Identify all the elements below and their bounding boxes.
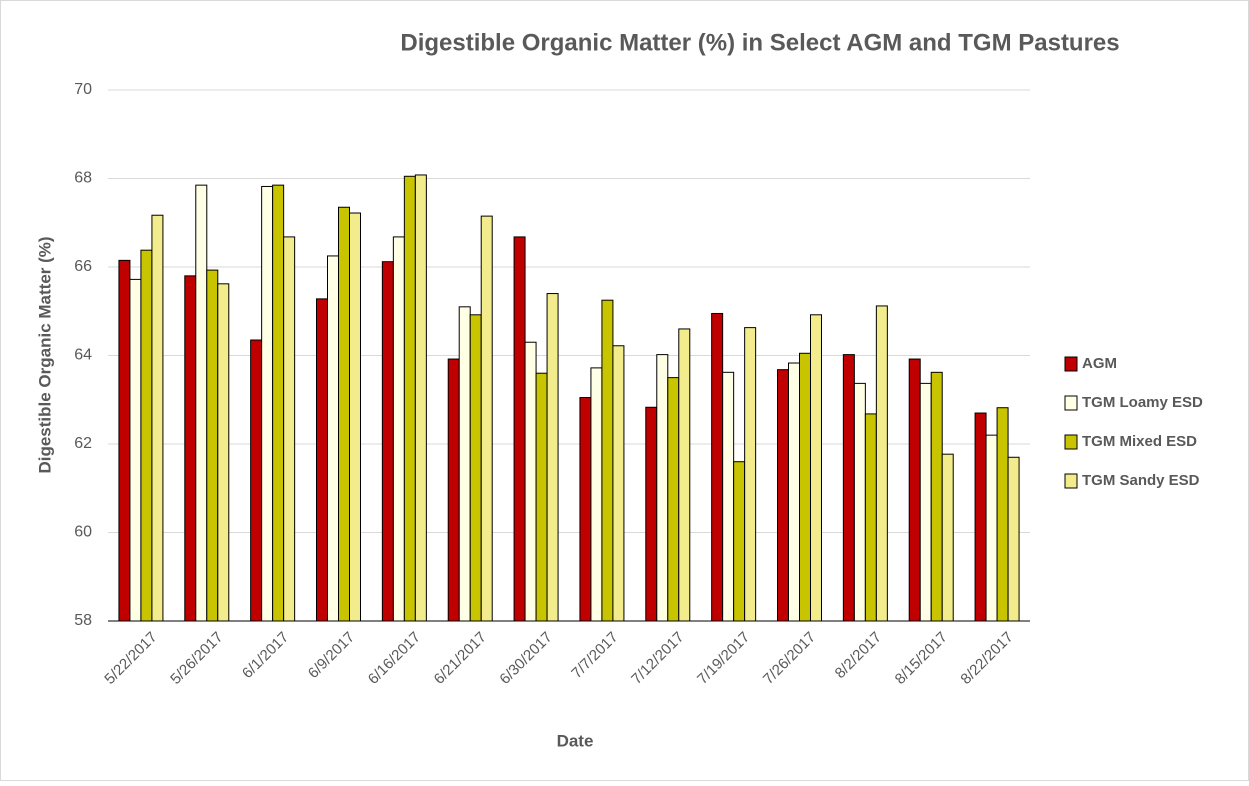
bar <box>601 299 614 622</box>
bar <box>667 377 680 622</box>
legend-swatch <box>1064 434 1078 450</box>
bar <box>612 345 625 622</box>
bar <box>151 214 164 622</box>
bar <box>316 298 328 622</box>
y-tick-label: 68 <box>74 170 92 187</box>
bar <box>349 212 361 622</box>
legend-label: TGM Sandy ESD <box>1082 472 1200 489</box>
bar <box>392 236 405 622</box>
bar <box>974 412 987 622</box>
bar <box>129 278 142 622</box>
bar <box>283 236 296 622</box>
bar <box>206 269 219 622</box>
bar <box>722 371 735 622</box>
bar <box>853 382 866 622</box>
bar <box>810 314 822 622</box>
bar <box>996 407 1009 622</box>
bar <box>799 352 811 622</box>
bar <box>480 215 493 622</box>
bar <box>842 354 855 622</box>
bar <box>788 362 800 622</box>
bar <box>875 305 888 622</box>
bar <box>908 358 921 622</box>
bar <box>733 461 746 622</box>
bar <box>546 293 559 622</box>
bar <box>656 354 669 622</box>
bar <box>381 261 394 622</box>
bar <box>250 339 263 622</box>
y-tick-label: 64 <box>74 347 92 364</box>
y-tick-label: 66 <box>74 258 92 275</box>
bar <box>458 306 471 622</box>
bar <box>864 413 877 622</box>
x-axis-label: Date <box>557 731 594 750</box>
bar <box>985 434 998 622</box>
bar <box>469 314 482 622</box>
bar <box>140 249 153 622</box>
bar <box>535 372 548 622</box>
bar <box>524 341 537 622</box>
bar <box>678 328 691 622</box>
y-tick-label: 58 <box>74 612 92 629</box>
bar <box>711 312 724 622</box>
bar <box>930 371 943 622</box>
bar <box>777 369 789 622</box>
bar <box>447 358 460 622</box>
y-tick-label: 62 <box>74 435 92 452</box>
y-tick-label: 70 <box>74 81 92 98</box>
y-axis-label: Digestible Organic Matter (%) <box>35 236 54 473</box>
chart-title: Digestible Organic Matter (%) in Select … <box>400 29 1119 56</box>
bar <box>414 174 427 622</box>
bar <box>579 397 592 622</box>
legend-label: AGM <box>1082 355 1117 372</box>
bar <box>513 236 526 622</box>
y-tick-label: 60 <box>74 524 92 541</box>
bar <box>217 283 230 622</box>
bar <box>590 367 603 622</box>
bar <box>184 275 197 622</box>
bar <box>338 206 350 622</box>
legend-swatch <box>1064 395 1078 411</box>
bar <box>941 453 954 622</box>
legend-swatch <box>1064 473 1078 489</box>
bar <box>195 184 208 622</box>
legend-label: TGM Mixed ESD <box>1082 433 1197 450</box>
bar <box>403 175 416 622</box>
bar <box>645 406 658 622</box>
bar <box>327 255 339 622</box>
bar <box>118 259 131 622</box>
bar <box>744 327 757 622</box>
bar <box>1007 456 1020 622</box>
legend-swatch <box>1064 356 1078 372</box>
bar <box>261 185 274 622</box>
bar <box>272 184 285 622</box>
legend-label: TGM Loamy ESD <box>1082 394 1203 411</box>
bar <box>919 382 932 622</box>
